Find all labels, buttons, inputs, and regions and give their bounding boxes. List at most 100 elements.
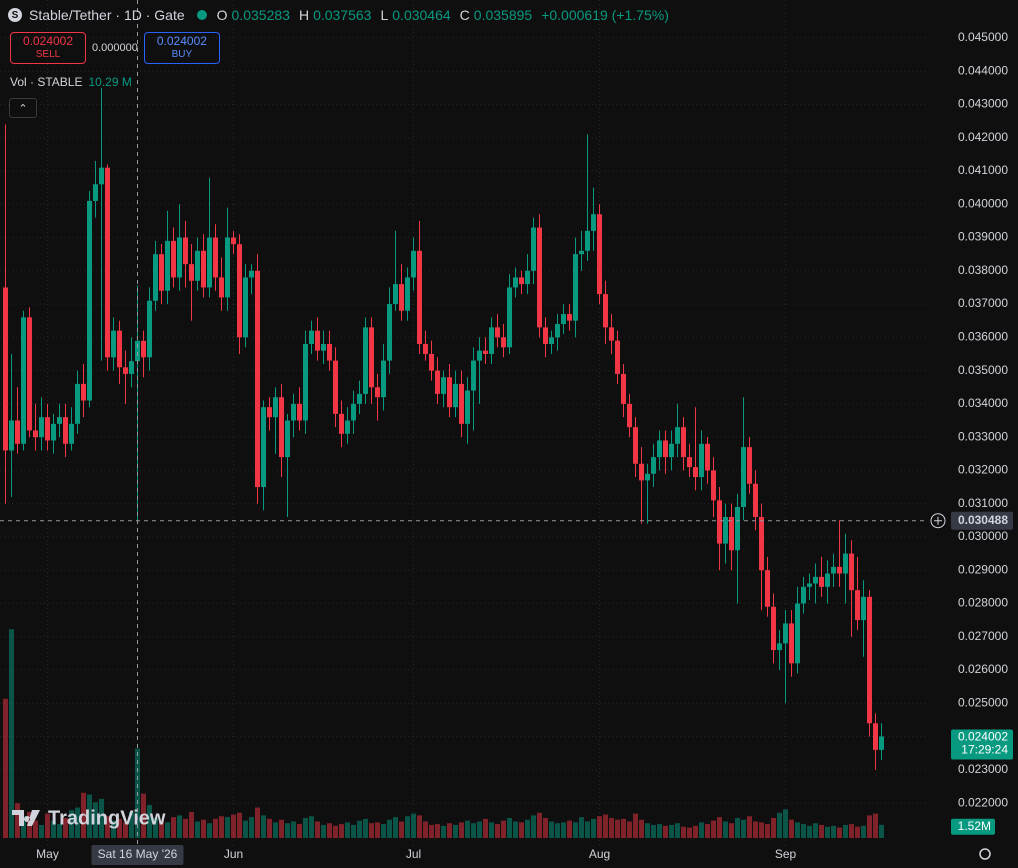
- candle-body: [663, 440, 668, 458]
- volume-bar: [735, 817, 740, 838]
- y-tick-label: 0.035000: [958, 363, 1008, 377]
- candle-body: [141, 340, 146, 358]
- ohlc-label: L: [380, 7, 389, 23]
- volume-bar: [573, 822, 578, 838]
- collapse-button[interactable]: ⌃: [9, 98, 37, 118]
- candle-body: [639, 463, 644, 481]
- buy-button[interactable]: 0.024002 BUY: [143, 32, 220, 64]
- volume-bar: [189, 811, 194, 838]
- volume-bar: [477, 821, 482, 838]
- y-tick-label: 0.025000: [958, 695, 1008, 709]
- ohlc-value: 0.035895: [473, 7, 533, 23]
- y-tick-label: 0.042000: [958, 130, 1008, 144]
- y-tick-label: 0.041000: [958, 163, 1008, 177]
- candle-body: [339, 413, 344, 434]
- volume-bar: [717, 817, 722, 838]
- volume-bar: [369, 823, 374, 838]
- candle-body: [189, 264, 194, 281]
- candle-body: [285, 420, 290, 458]
- candle-body: [849, 553, 854, 591]
- volume-bar: [129, 811, 134, 838]
- volume-bar: [111, 820, 116, 838]
- volume-bar: [165, 822, 170, 838]
- crosshair-price-label: 0.030488: [958, 513, 1008, 527]
- ohlc-label: C: [459, 7, 470, 23]
- volume-bar: [387, 819, 392, 838]
- volume-bar: [237, 812, 242, 838]
- sell-button[interactable]: 0.024002 SELL: [10, 32, 86, 64]
- candle-body: [585, 230, 590, 251]
- volume-bar: [435, 824, 440, 838]
- candle-body: [699, 443, 704, 478]
- volume-bar: [639, 819, 644, 838]
- volume-bar: [249, 817, 254, 838]
- candle-body: [39, 417, 44, 438]
- candle-body: [669, 443, 674, 458]
- volume-bar: [753, 821, 758, 838]
- candle-body: [873, 723, 878, 750]
- candle-body: [783, 623, 788, 644]
- candle-body: [87, 200, 92, 401]
- candle-body: [279, 397, 284, 458]
- symbol[interactable]: Stable/Tether · 1D · Gate: [29, 7, 185, 23]
- volume-bar: [225, 817, 230, 838]
- volume-bar: [783, 809, 788, 838]
- volume-bar: [273, 822, 278, 838]
- candle-body: [291, 403, 296, 421]
- candle-body: [135, 340, 140, 362]
- y-tick-label: 0.029000: [958, 562, 1008, 576]
- candle-body: [567, 314, 572, 321]
- candle-body: [657, 440, 662, 458]
- volume-bar: [303, 817, 308, 838]
- candle-body: [219, 277, 224, 298]
- volume-bar: [351, 824, 356, 838]
- volume-bar: [519, 822, 524, 838]
- volume-bar: [333, 825, 338, 838]
- candle-body: [603, 294, 608, 328]
- sell-price: 0.024002: [22, 34, 74, 48]
- candle-body: [579, 250, 584, 255]
- volume-bar: [327, 823, 332, 838]
- volume-bar: [807, 825, 812, 838]
- candle-body: [393, 284, 398, 305]
- volume-bar: [633, 813, 638, 838]
- candle-body: [123, 367, 128, 374]
- volume-bar: [405, 816, 410, 838]
- candle-body: [183, 237, 188, 265]
- candle-body: [117, 330, 122, 368]
- candle-body: [45, 417, 50, 441]
- y-tick-label: 0.022000: [958, 795, 1008, 809]
- candle-body: [51, 423, 56, 441]
- volume-bar: [243, 820, 248, 838]
- candle-body: [315, 330, 320, 351]
- candle-body: [561, 314, 566, 325]
- volume-bar: [297, 824, 302, 838]
- candle-body: [417, 250, 422, 344]
- watermark: TradingView: [12, 807, 166, 829]
- volume-bar: [291, 821, 296, 838]
- y-tick-label: 0.026000: [958, 662, 1008, 676]
- candle-body: [351, 403, 356, 421]
- candle-body: [267, 407, 272, 418]
- volume-bar: [615, 819, 620, 838]
- volume-bar: [537, 812, 542, 838]
- buy-label: BUY: [171, 49, 193, 60]
- candle-body: [213, 237, 218, 278]
- volume-bar: [105, 816, 110, 838]
- ohlc-label: O: [216, 7, 228, 23]
- candle-body: [855, 590, 860, 621]
- y-tick-label: 0.023000: [958, 762, 1008, 776]
- x-tick-label: Jun: [224, 847, 243, 861]
- volume-bar: [423, 821, 428, 838]
- candle-body: [69, 423, 74, 444]
- volume-bar: [819, 824, 824, 838]
- candle-body: [93, 184, 98, 201]
- volume-bar: [669, 824, 674, 838]
- candle-body: [843, 553, 848, 574]
- candle-body: [333, 360, 338, 414]
- candle-body: [789, 623, 794, 664]
- candle-body: [465, 390, 470, 424]
- volume-legend: Vol · STABLE 10.29 M: [10, 75, 132, 89]
- candle-body: [231, 237, 236, 245]
- candle-body: [837, 566, 842, 574]
